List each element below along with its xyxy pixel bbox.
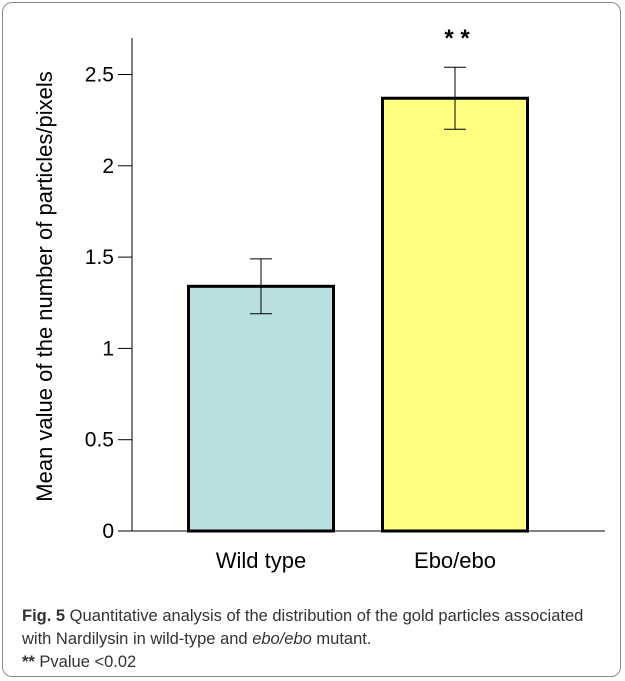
significance-marker: * * [444, 25, 470, 52]
y-tick-label: 0 [102, 520, 114, 543]
y-tick-label: 1 [102, 337, 114, 360]
y-tick-label: 1.5 [85, 246, 114, 269]
bar-chart: 0 0.5 1 1.5 2 2.5 Mean value of the number of… [32, 25, 605, 573]
caption-italic: ebo/ebo [252, 630, 312, 648]
x-category-label: Wild type [216, 548, 306, 573]
caption-text-1: Quantitative analysis of the distributio… [22, 607, 584, 648]
caption-note-mark: ** [22, 653, 35, 671]
chart-labels: Mean value of the number of particles/pi… [32, 25, 496, 573]
y-axis-label: Mean value of the number of particles/pi… [32, 71, 57, 501]
y-tick-label: 0.5 [85, 429, 114, 452]
y-tick-label: 2 [102, 155, 114, 178]
chart-bars [187, 66, 529, 533]
figure-caption: Fig. 5 Quantitative analysis of the dist… [22, 605, 612, 674]
caption-note-text: Pvalue <0.02 [34, 653, 137, 671]
x-category-label: Ebo/ebo [414, 548, 496, 573]
bar-wild-type [187, 284, 335, 533]
caption-text-2: mutant. [311, 630, 372, 648]
y-tick-label: 2.5 [85, 64, 114, 87]
bar-ebo-ebo [381, 96, 529, 533]
caption-fig-label: Fig. 5 [22, 607, 66, 625]
